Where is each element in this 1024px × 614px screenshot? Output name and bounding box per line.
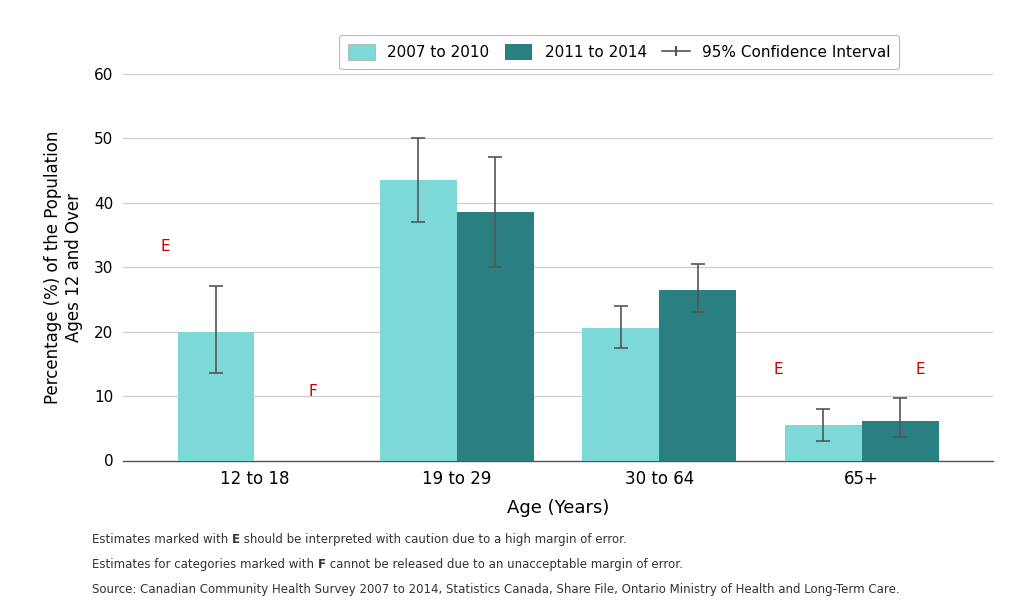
Bar xyxy=(784,425,862,460)
Text: Estimates for categories marked with: Estimates for categories marked with xyxy=(92,558,317,571)
Bar xyxy=(862,421,939,460)
Y-axis label: Percentage (%) of the Population
Ages 12 and Over: Percentage (%) of the Population Ages 12… xyxy=(44,130,83,404)
X-axis label: Age (Years): Age (Years) xyxy=(507,499,609,518)
Text: E: E xyxy=(774,362,783,376)
Text: should be interpreted with caution due to a high margin of error.: should be interpreted with caution due t… xyxy=(241,534,627,546)
Text: Source: Canadian Community Health Survey 2007 to 2014, Statistics Canada, Share : Source: Canadian Community Health Survey… xyxy=(92,583,900,596)
Legend: 2007 to 2010, 2011 to 2014, 95% Confidence Interval: 2007 to 2010, 2011 to 2014, 95% Confiden… xyxy=(339,35,899,69)
Text: E: E xyxy=(232,534,241,546)
Text: Estimates marked with: Estimates marked with xyxy=(92,534,232,546)
Bar xyxy=(457,212,534,460)
Text: cannot be released due to an unacceptable margin of error.: cannot be released due to an unacceptabl… xyxy=(326,558,683,571)
Text: E: E xyxy=(915,362,926,376)
Text: E: E xyxy=(161,239,170,254)
Bar xyxy=(380,180,457,460)
Text: F: F xyxy=(317,558,326,571)
Text: F: F xyxy=(309,384,317,399)
Bar xyxy=(177,332,254,460)
Bar xyxy=(659,290,736,460)
Bar xyxy=(583,328,659,460)
